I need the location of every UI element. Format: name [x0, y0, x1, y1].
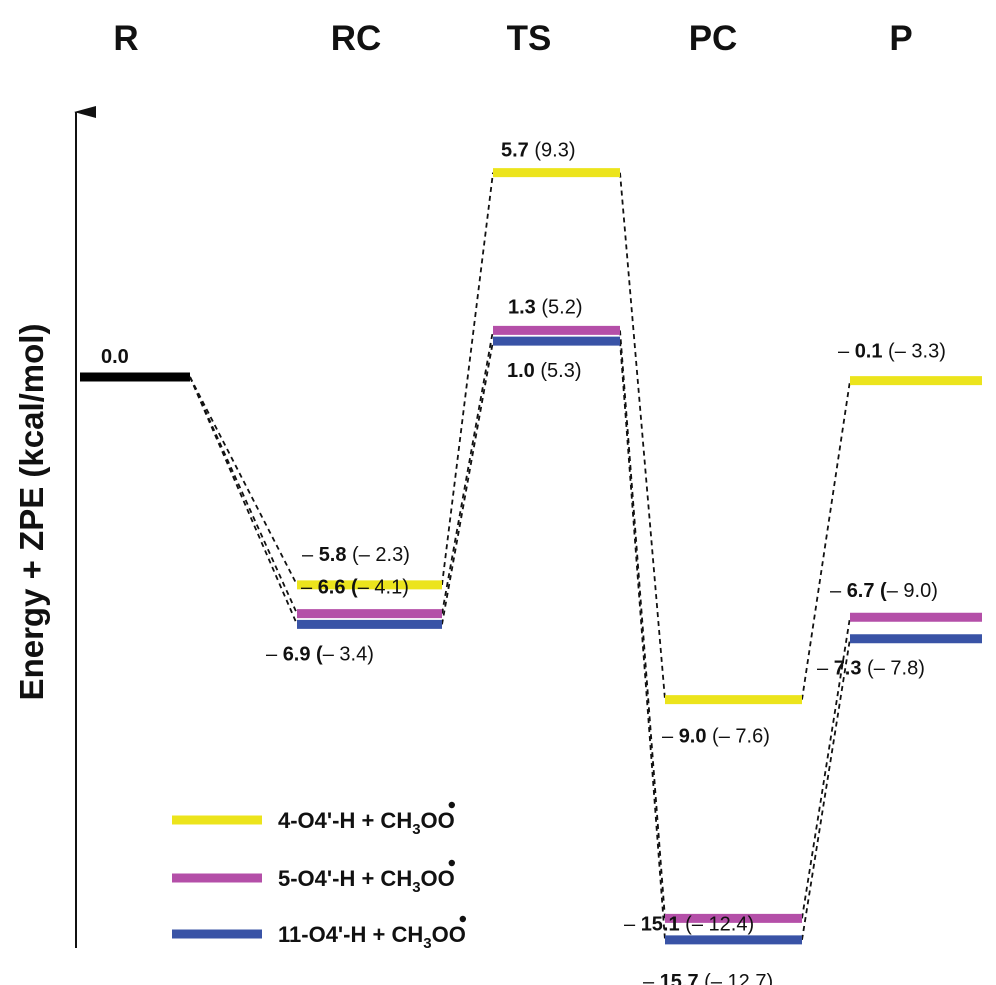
connector-rc-ts-series-1 [441, 172, 494, 586]
radical-dot-series-2 [448, 859, 455, 867]
connector-r-rc-series-2 [189, 376, 298, 614]
connector-pc-p-series-2 [801, 617, 851, 919]
connector-lines [189, 172, 851, 940]
connector-rc-ts-series-3 [441, 340, 494, 625]
level-labels: – 5.8 (– 2.3) 5.7 (9.3) – 9.0 (– 7.6) – 0.1… [266, 140, 946, 985]
level-label-pc-series-2: – 15.1 (– 12.4) [624, 913, 754, 935]
level-label-pc-series-1: – 9.0 (– 7.6) [662, 726, 770, 748]
radical-dot-series-3 [459, 915, 467, 923]
legend-label-series-1: 4-O4'-H + CH3OO [278, 808, 455, 838]
level-label-p-series-3: – 7.3 (– 7.8) [817, 658, 925, 680]
legend-label-series-3: 11-O4'-H + CH3OO [278, 922, 466, 952]
level-label-rc-series-2: – 6.6 (– 4.1) [301, 577, 409, 599]
connector-pc-p-series-1 [801, 380, 851, 700]
energy-levels [297, 168, 982, 945]
level-label-ts-series-3: 1.0 (5.3) [507, 360, 582, 382]
legend-label-series-2: 5-O4'-H + CH3OO [278, 866, 455, 896]
connector-ts-pc-series-1 [619, 172, 666, 700]
level-label-p-series-1: – 0.1 (– 3.3) [838, 341, 946, 363]
stage-label-rc: RC [331, 19, 382, 58]
level-label-rc-series-1: – 5.8 (– 2.3) [302, 544, 410, 566]
level-label-ts-series-1: 5.7 (9.3) [501, 140, 576, 162]
stage-label-pc: PC [689, 19, 738, 58]
stage-label-p: P [889, 19, 912, 58]
radical-dot-series-1 [448, 801, 455, 809]
level-label-r: 0.0 [101, 346, 129, 368]
level-label-p-series-2: – 6.7 (– 9.0) [830, 580, 938, 602]
stage-label-r: R [113, 19, 138, 58]
connector-ts-pc-series-3 [619, 341, 666, 940]
connector-r-rc-series-3 [189, 376, 298, 625]
stage-label-ts: TS [507, 19, 552, 58]
y-axis-label: Energy + ZPE (kcal/mol) [13, 324, 50, 701]
connector-r-rc-series-1 [189, 376, 298, 586]
level-label-rc-series-3: – 6.9 (– 3.4) [266, 643, 374, 665]
level-label-pc-series-3: – 15.7 (– 12.7) [643, 971, 773, 985]
level-label-ts-series-2: 1.3 (5.2) [508, 296, 583, 318]
connector-pc-p-series-3 [801, 638, 851, 940]
connector-rc-ts-series-2 [441, 330, 494, 614]
legend: 4-O4'-H + CH3OO 5-O4'-H + CH3OO 11-O4'-H +… [172, 801, 467, 952]
